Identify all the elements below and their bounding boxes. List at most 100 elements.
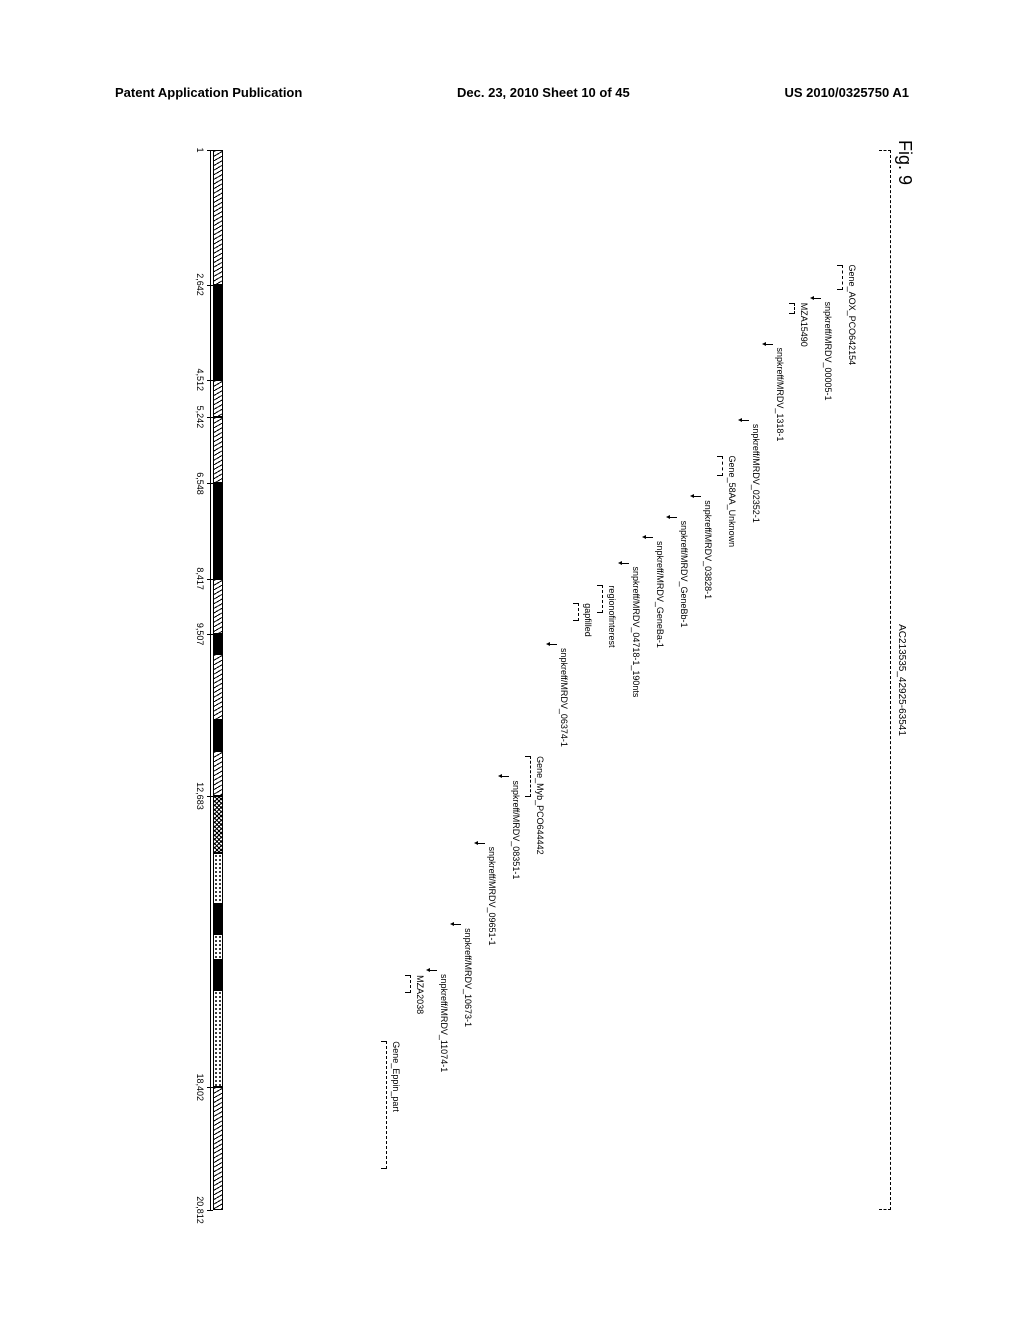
ruler-segment: [213, 654, 223, 720]
annotation-bracket: [573, 603, 579, 621]
annotation-row: snpkreff/MRDV_00005-1: [809, 150, 831, 1210]
ruler-segment: [213, 720, 223, 751]
figure-label: Fig. 9: [894, 140, 915, 185]
ruler-tick: [207, 483, 213, 484]
annotation-bracket: [405, 975, 411, 993]
ruler-tick: [207, 285, 213, 286]
ruler-tick: [207, 579, 213, 580]
ruler-segment: [213, 853, 223, 904]
ruler-tick: [207, 380, 213, 381]
annotation-arrow-icon: [813, 298, 821, 299]
annotation-label: snpkreff/MRDV_GeneBb-1: [679, 521, 689, 628]
annotation-row: snpkreff/MRDV_GeneBa-1: [641, 150, 663, 1210]
annotation-row: snpkreff/MRDV_10673-1: [449, 150, 471, 1210]
ruler-tick-label: 2,642: [195, 273, 205, 296]
domain-bracket: [879, 150, 891, 1210]
ruler-tick-label: 20,812: [195, 1196, 205, 1224]
annotation-label: snpkreff/MRDV_08351-1: [511, 780, 521, 879]
annotation-row: snpkreff/MRDV_1318-1: [761, 150, 783, 1210]
annotation-label: snpkreff/MRDV_02352-1: [751, 424, 761, 523]
annotation-arrow-icon: [693, 496, 701, 497]
annotation-label: snpkreff/MRDV_03828-1: [703, 500, 713, 599]
annotation-row: regionofinterest: [593, 150, 615, 1210]
annotation-row: snpkreff/MRDV_06374-1: [545, 150, 567, 1210]
ruler-segment: [213, 751, 223, 796]
map-canvas: Fig. 9 AC213535_42925-63541 Gene_AOX_PCO…: [135, 150, 895, 1210]
annotation-bracket: [525, 756, 531, 797]
annotation-label: snpkreff/MRDV_04718-1_190nts: [631, 567, 641, 698]
ruler-tick-label: 8,417: [195, 567, 205, 590]
annotation-row: snpkreff/MRDV_02352-1: [737, 150, 759, 1210]
annotation-label: MZA15490: [799, 303, 809, 347]
ruler-tick: [207, 150, 213, 151]
annotation-row: MZA2038: [401, 150, 423, 1210]
ruler-tick-label: 4,512: [195, 369, 205, 392]
annotation-row: snpkreff/MRDV_04718-1_190nts: [617, 150, 639, 1210]
annotation-bracket: [597, 585, 603, 613]
ruler-tick: [207, 634, 213, 635]
annotation-label: gapfilled: [583, 603, 593, 637]
annotation-arrow-icon: [669, 517, 677, 518]
annotation-bracket: [789, 303, 795, 314]
annotation-label: Gene_Myb_PCO644442: [535, 756, 545, 855]
ruler-segment: [213, 483, 223, 578]
annotation-arrow-icon: [765, 344, 773, 345]
annotation-row: Gene_Myb_PCO644442: [521, 150, 543, 1210]
annotation-label: snpkreff/MRDV_00005-1: [823, 302, 833, 401]
annotation-label: regionofinterest: [607, 585, 617, 647]
ruler-segment: [213, 904, 223, 935]
annotation-row: Gene_AOX_PCO642154: [833, 150, 855, 1210]
annotation-row: snpkreff/MRDV_GeneBb-1: [665, 150, 687, 1210]
annotation-label: Gene_AOX_PCO642154: [847, 265, 857, 366]
ruler-segment: [213, 1087, 223, 1210]
annotation-label: snpkreff/MRDV_06374-1: [559, 648, 569, 747]
annotation-row: snpkreff/MRDV_03828-1: [689, 150, 711, 1210]
ruler-tick-label: 9,507: [195, 623, 205, 646]
annotation-row: Gene_58AA_Unknown: [713, 150, 735, 1210]
annotation-label: snpkreff/MRDV_GeneBa-1: [655, 541, 665, 648]
annotation-arrow-icon: [549, 644, 557, 645]
header-left: Patent Application Publication: [115, 85, 302, 100]
ruler-segment: [213, 990, 223, 1087]
header-center: Dec. 23, 2010 Sheet 10 of 45: [457, 85, 630, 100]
ruler-segment: [213, 285, 223, 380]
ruler-segment: [213, 634, 223, 654]
annotation-row: Gene_Eppin_part: [377, 150, 399, 1210]
annotation-arrow-icon: [621, 563, 629, 564]
ruler-tick-label: 1: [195, 147, 205, 152]
annotation-label: Gene_58AA_Unknown: [727, 456, 737, 548]
annotation-arrow-icon: [645, 537, 653, 538]
annotation-arrow-icon: [453, 924, 461, 925]
ruler-tick: [207, 1210, 213, 1211]
annotation-label: snpkreff/MRDV_09651-1: [487, 847, 497, 946]
header-right: US 2010/0325750 A1: [784, 85, 909, 100]
page-header: Patent Application Publication Dec. 23, …: [0, 85, 1024, 100]
annotation-bracket: [717, 456, 723, 476]
annotation-row: snpkreff/MRDV_09651-1: [473, 150, 495, 1210]
ruler-segment: [213, 579, 223, 635]
ruler-tick-label: 18,402: [195, 1073, 205, 1101]
ruler-tick-label: 6,548: [195, 472, 205, 495]
ruler-segment: [213, 934, 223, 959]
annotation-arrow-icon: [501, 776, 509, 777]
ruler-baseline: [210, 150, 211, 1210]
annotation-bracket: [837, 265, 843, 290]
ruler-tick-label: 12,683: [195, 782, 205, 810]
ruler-tick: [207, 796, 213, 797]
annotation-label: Gene_Eppin_part: [391, 1041, 401, 1112]
annotation-row: MZA15490: [785, 150, 807, 1210]
annotation-label: snpkreff/MRDV_1318-1: [775, 348, 785, 442]
annotation-label: MZA2038: [415, 975, 425, 1014]
annotation-arrow-icon: [477, 843, 485, 844]
annotation-bracket: [381, 1041, 387, 1168]
ruler-segment: [213, 150, 223, 285]
annotation-row: snpkreff/MRDV_08351-1: [497, 150, 519, 1210]
annotation-arrow-icon: [741, 420, 749, 421]
annotation-label: snpkreff/MRDV_11074-1: [439, 974, 449, 1072]
ruler-segment: [213, 380, 223, 417]
ruler-segment: [213, 960, 223, 991]
ruler: 12,6424,5125,2426,5488,4179,50712,68318,…: [195, 150, 235, 1210]
ruler-tick: [207, 417, 213, 418]
annotation-label: snpkreff/MRDV_10673-1: [463, 928, 473, 1027]
annotation-row: gapfilled: [569, 150, 591, 1210]
